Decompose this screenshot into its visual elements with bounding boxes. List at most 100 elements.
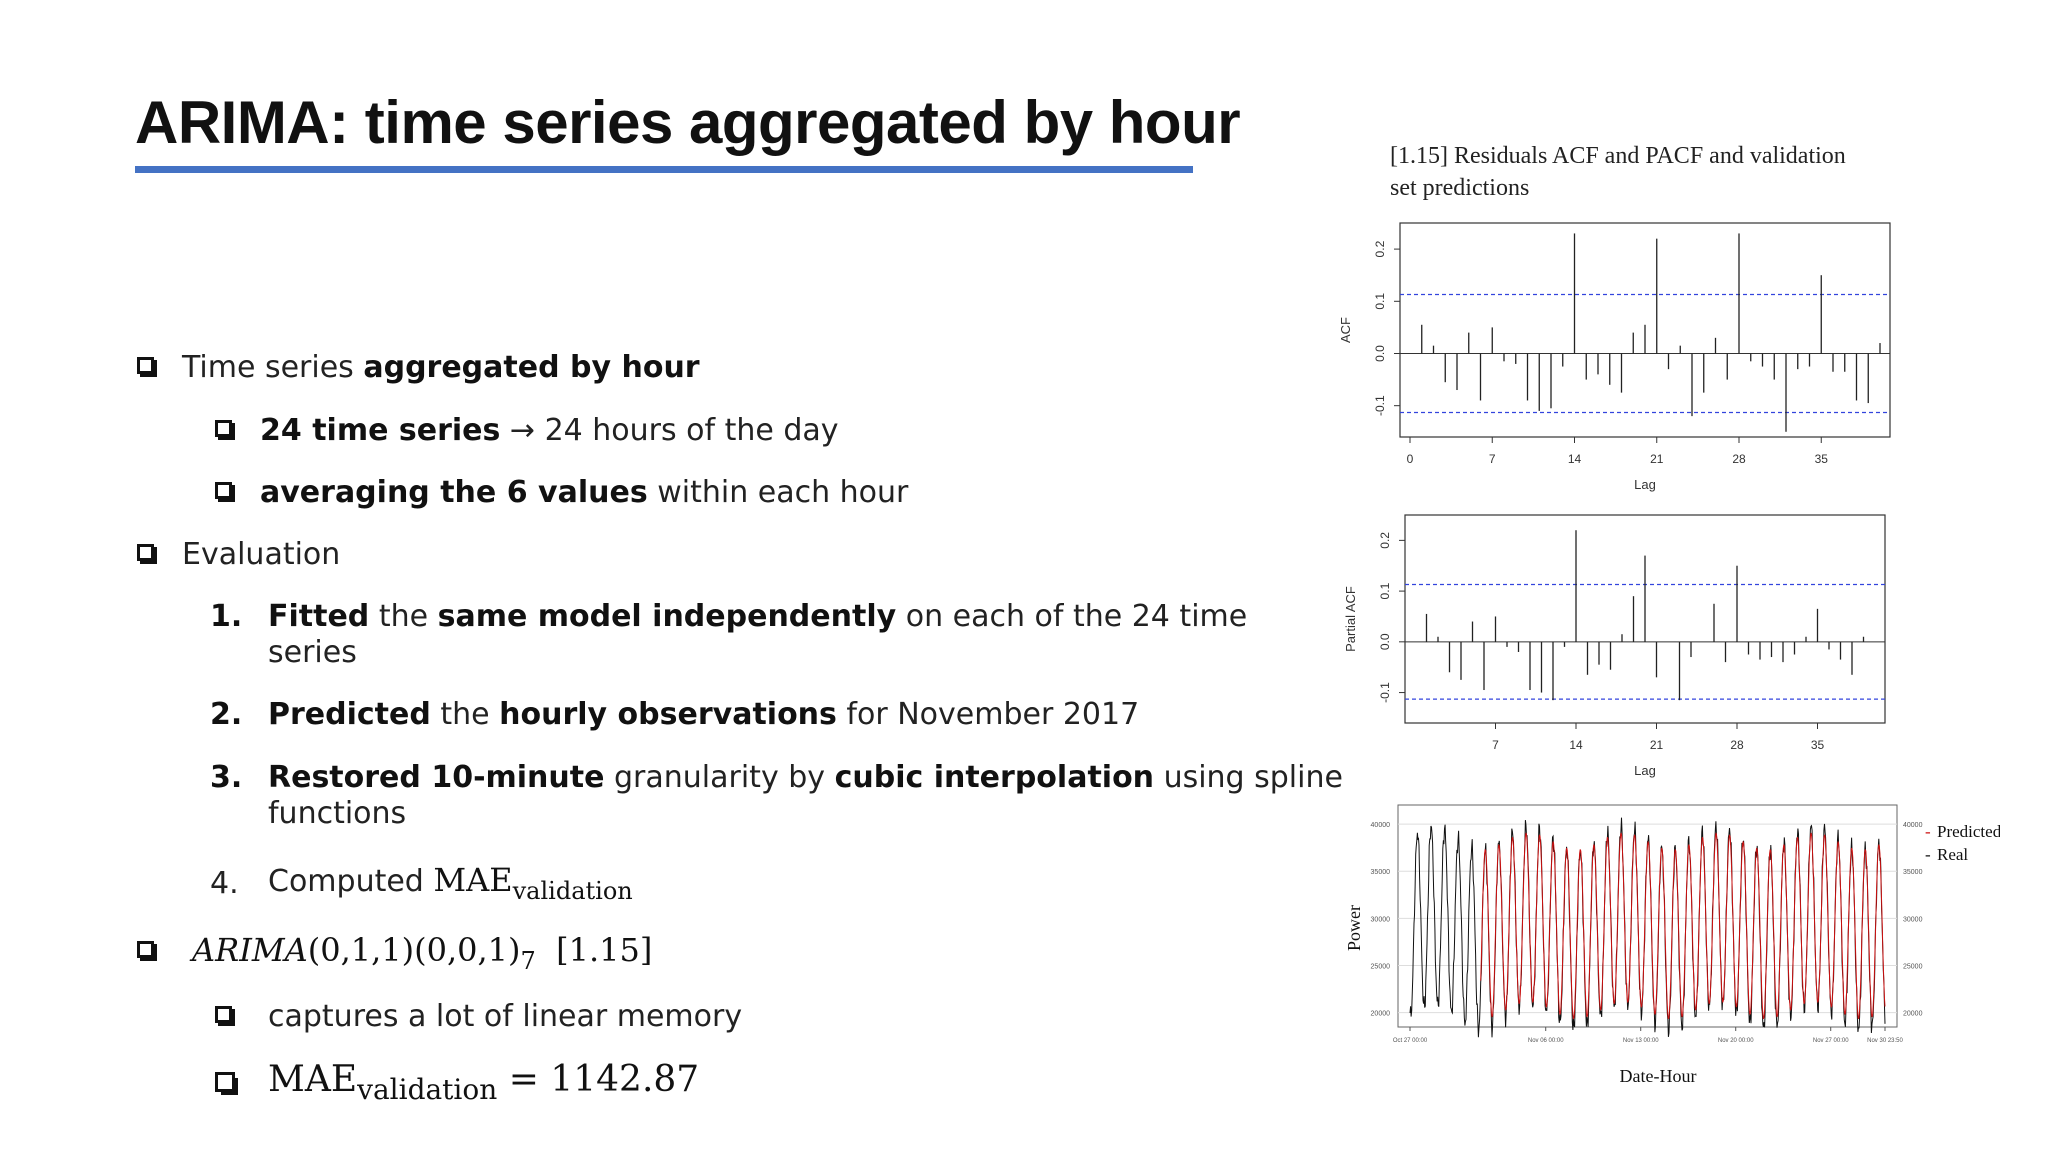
slide-title: ARIMA: time series aggregated by hour [135,89,1241,156]
x-tick-label: Nov 13 00:00 [1623,1038,1659,1044]
y-tick-label-right: 40000 [1903,822,1923,829]
bullet-bold-text: cubic interpolation [834,760,1155,795]
bullet-bold-text: Restored 10-minute [268,760,605,795]
legend-label-predicted: Predicted [1937,822,2000,841]
y-tick-label: 35000 [1371,869,1391,876]
step-number: 4. [210,866,239,901]
model-name: ARIMA [192,931,308,969]
x-tick-label: 21 [1650,452,1664,466]
step-computed: Computed MAEvalidation [268,862,633,909]
plot-frame [1399,222,1891,438]
step-number: 1. [210,599,243,634]
x-tick-label: 7 [1489,452,1496,466]
bullet-bold-text: aggregated by hour [363,350,700,385]
bullet-arima-model: ARIMA(0,1,1)(0,0,1)7 [1.15] [192,932,652,979]
x-tick-label: Nov 06 00:00 [1528,1038,1564,1044]
x-tick-label: 28 [1730,738,1744,752]
y-tick-label: 20000 [1371,1011,1391,1018]
bullet-text: the [369,599,438,634]
y-tick-label: 0.1 [1373,293,1387,310]
step-predicted: Predicted the hourly observations for No… [268,697,1139,733]
y-tick-label-right: 35000 [1903,869,1923,876]
legend-label-real: Real [1937,845,1968,864]
bullet-24-series: 24 time series → 24 hours of the day [260,413,839,449]
x-tick-label: 0 [1407,452,1414,466]
bullet-text: granularity by [604,760,835,795]
checkbox-bullet [137,544,157,564]
x-tick-label: 35 [1815,452,1829,466]
x-tick-label: 14 [1568,452,1582,466]
predicted-series-line [1480,832,1886,1020]
model-reference: [1.15] [556,931,653,969]
bullet-evaluation: Evaluation [182,537,341,572]
model-orders: (0,1,1)(0,0,1) [307,931,521,969]
y-tick-label: 25000 [1371,963,1391,970]
legend-marker-predicted: - [1925,822,1931,841]
bullet-text: for November 2017 [836,697,1140,732]
y-tick-label: 0.2 [1378,532,1392,549]
model-season: 7 [520,947,536,975]
bullet-bold-text: Predicted [268,697,431,732]
x-tick-label: 14 [1569,738,1583,752]
bullet-text: using spline [1154,760,1343,795]
pacf-chart: -0.1 0.0 0.1 0.2 7 14 21 28 35 Lag Partial ACF [1345,514,1886,778]
x-tick-label: 21 [1650,738,1664,752]
plot-frame [1397,804,1898,1028]
checkbox-bullet [215,420,235,440]
y-tick-label: 0.0 [1373,345,1387,362]
y-tick-label: 30000 [1371,916,1391,923]
y-tick-label: 0.2 [1373,240,1387,257]
x-tick-label: 28 [1732,452,1746,466]
bullet-text: Time series [182,350,364,385]
step-number: 2. [210,697,243,732]
mae-subscript: validation [357,1073,498,1106]
checkbox-bullet [137,357,157,377]
plot-frame [1404,514,1886,724]
caption-line: set predictions [1390,175,1530,201]
step-restored: Restored 10-minute granularity by cubic … [268,760,1343,796]
caption-line: [1.15] Residuals ACF and PACF and valida… [1390,143,1846,169]
bullet-bold-text: averaging the 6 values [260,475,648,510]
y-axis-label: ACF [1338,317,1353,343]
step-fitted: Fitted the same model independently on e… [268,599,1247,635]
y-tick-label-right: 30000 [1903,916,1923,923]
checkbox-bullet [137,941,157,961]
bullet-bold-text: Fitted [268,599,370,634]
bullet-linear-memory: captures a lot of linear memory [268,999,743,1034]
x-axis-label: Lag [1634,763,1656,778]
step-number: 3. [210,760,243,795]
y-tick-label-right: 20000 [1903,1011,1923,1018]
checkbox-bullet [215,1072,238,1095]
bullet-text: Computed [268,864,434,899]
mae-value: = 1142.87 [497,1059,700,1100]
figure-caption: [1.15] Residuals ACF and PACF and valida… [1390,140,1910,204]
step-restored-line2: functions [268,796,407,831]
bullet-text: on each of the 24 time [896,599,1248,634]
x-tick-label: Oct 27 00:00 [1393,1038,1428,1044]
y-tick-label: -0.1 [1373,395,1387,416]
bullet-mae-value: MAEvalidation = 1142.87 [268,1062,699,1108]
mae-text: MAE [268,1059,358,1100]
y-tick-label: 0.1 [1378,582,1392,599]
acf-chart: -0.1 0.0 0.1 0.2 0 7 14 21 28 35 Lag ACF [1338,222,1891,492]
x-axis-label: Date-Hour [1620,1066,1697,1086]
bullet-aggregated: Time series aggregated by hour [182,350,700,386]
x-tick-label: 7 [1492,738,1499,752]
bullet-averaging: averaging the 6 values within each hour [260,475,908,511]
power-chart: 20000 20000 25000 25000 30000 30000 35000 35000… [1344,804,2000,1086]
y-tick-label: 0.0 [1378,633,1392,650]
checkbox-bullet [215,482,235,502]
y-axis-label: Power [1344,905,1364,951]
step-fitted-line2: series [268,635,357,670]
mae-text: MAE [433,861,513,899]
bullet-bold-text: hourly observations [499,697,837,732]
bullet-bold-text: same model independently [437,599,897,634]
y-tick-label: -0.1 [1378,682,1392,703]
legend-marker-real: - [1925,845,1931,864]
x-tick-label: Nov 27 00:00 [1813,1038,1849,1044]
mae-symbol: MAEvalidation [433,861,632,905]
title-underline [135,166,1193,173]
y-axis-label: Partial ACF [1345,586,1358,652]
x-tick-label: 35 [1811,738,1825,752]
y-tick-label-right: 25000 [1903,963,1923,970]
